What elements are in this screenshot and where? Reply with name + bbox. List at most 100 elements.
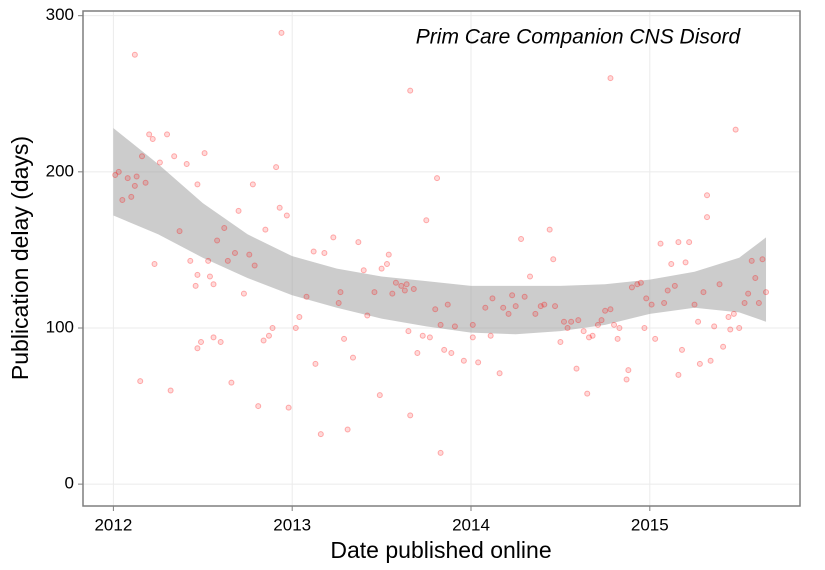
data-point (552, 303, 559, 310)
data-point (131, 51, 138, 58)
data-point (115, 168, 122, 175)
data-point (292, 324, 299, 331)
data-point (426, 334, 433, 341)
data-point (496, 370, 503, 377)
data-point (732, 126, 739, 133)
data-point (568, 318, 575, 325)
data-point (137, 378, 144, 385)
data-point (419, 332, 426, 339)
data-point (500, 304, 507, 311)
data-point (278, 29, 285, 36)
data-point (628, 284, 635, 291)
data-point (607, 75, 614, 82)
data-point (614, 335, 621, 342)
data-point (414, 349, 421, 356)
data-point (602, 307, 609, 314)
data-point (205, 257, 212, 264)
data-point (255, 403, 262, 410)
data-point (423, 217, 430, 224)
data-point (276, 204, 283, 211)
data-point (643, 295, 650, 302)
data-point (741, 300, 748, 307)
data-point (214, 237, 221, 244)
data-point (296, 314, 303, 321)
data-point (652, 335, 659, 342)
data-point (246, 251, 253, 258)
data-point (725, 314, 732, 321)
data-point (349, 354, 356, 361)
data-point (451, 323, 458, 330)
data-point (598, 317, 605, 324)
data-point (700, 289, 707, 296)
data-point (194, 345, 201, 352)
data-point (532, 310, 539, 317)
data-point (383, 260, 390, 267)
data-point (187, 257, 194, 264)
data-point (389, 290, 396, 297)
data-point (249, 181, 256, 188)
x-axis-title: Date published online (330, 537, 551, 563)
data-point (521, 293, 528, 300)
data-point (616, 324, 623, 331)
data-point (231, 250, 238, 257)
data-point (727, 326, 734, 333)
data-point (512, 303, 519, 310)
data-point (344, 426, 351, 433)
data-point (573, 365, 580, 372)
data-point (360, 267, 367, 274)
data-point (691, 301, 698, 308)
data-point (586, 334, 593, 341)
data-point (557, 339, 564, 346)
data-point (378, 265, 385, 272)
data-point (448, 349, 455, 356)
data-point (441, 346, 448, 353)
data-point (201, 150, 208, 157)
y-tick-label: 0 (65, 474, 74, 493)
data-point (119, 196, 126, 203)
band-layer (113, 128, 767, 335)
data-point (235, 207, 242, 214)
x-tick-label: 2013 (273, 515, 311, 534)
data-point (303, 293, 310, 300)
data-point (260, 337, 267, 344)
y-tick-label: 200 (46, 161, 74, 180)
data-point (489, 295, 496, 302)
data-point (251, 262, 258, 269)
data-point (444, 301, 451, 308)
data-point (151, 260, 158, 267)
data-point (142, 179, 149, 186)
data-point (661, 300, 668, 307)
data-point (262, 226, 269, 233)
data-point (730, 310, 737, 317)
x-tick-label: 2014 (452, 515, 490, 534)
data-point (518, 235, 525, 242)
data-point (575, 317, 582, 324)
data-point (695, 318, 702, 325)
data-point (546, 226, 553, 233)
y-axis-title: Publication delay (days) (7, 136, 33, 380)
data-point (594, 321, 601, 328)
data-point (752, 275, 759, 282)
data-point (240, 290, 247, 297)
y-tick-label: 100 (46, 317, 74, 336)
data-point (678, 346, 685, 353)
data-point (657, 240, 664, 247)
data-point (341, 335, 348, 342)
data-point (285, 404, 292, 411)
data-point (432, 306, 439, 313)
data-point (171, 153, 178, 160)
data-point (139, 153, 146, 160)
data-point (401, 287, 408, 294)
data-point (128, 193, 135, 200)
data-point (707, 357, 714, 364)
data-point (176, 228, 183, 235)
x-tick-label: 2015 (631, 515, 669, 534)
data-point (611, 321, 618, 328)
data-point (686, 239, 693, 246)
data-point (194, 181, 201, 188)
data-point (748, 257, 755, 264)
data-point (664, 287, 671, 294)
data-point (273, 164, 280, 171)
data-point (167, 387, 174, 394)
